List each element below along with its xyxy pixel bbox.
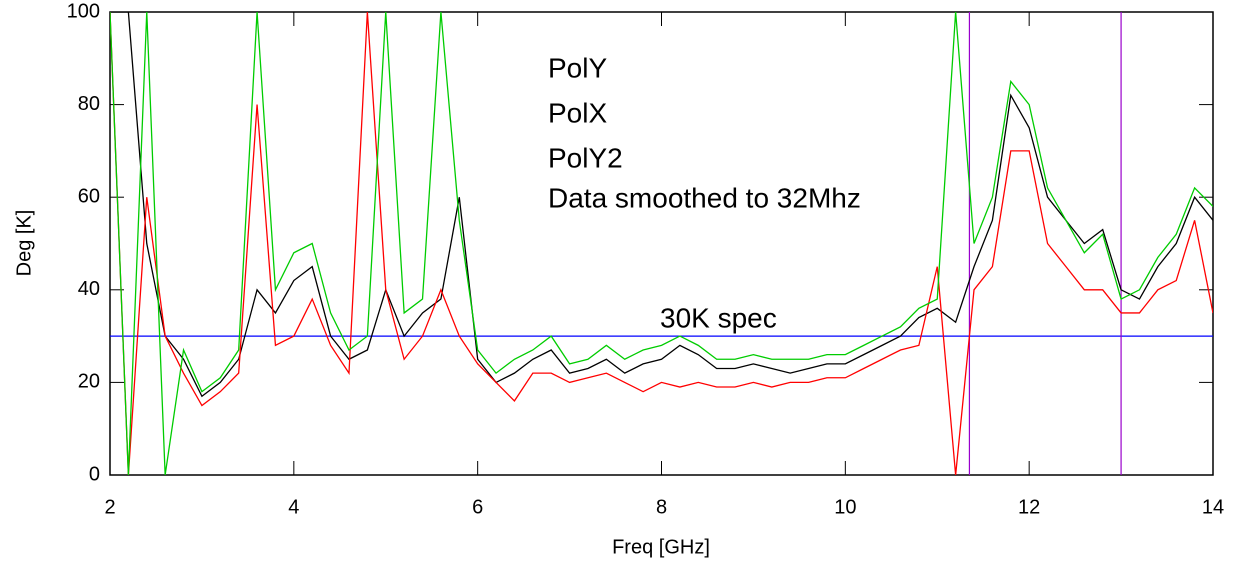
x-tick-label: 12 (1018, 496, 1040, 518)
series-line (110, 12, 1213, 475)
annotation: Data smoothed to 32Mhz (548, 182, 861, 213)
y-tick-label: 100 (67, 0, 100, 22)
series-line (110, 12, 1213, 475)
y-tick-label: 80 (78, 93, 100, 115)
y-tick-label: 0 (89, 463, 100, 485)
x-axis-label: Freq [GHz] (612, 536, 710, 558)
y-tick-label: 60 (78, 185, 100, 207)
y-tick-label: 20 (78, 371, 100, 393)
legend-label: PolY2 (548, 142, 623, 173)
legend-label: PolX (548, 97, 607, 128)
x-tick-label: 4 (288, 496, 299, 518)
x-tick-label: 14 (1202, 496, 1224, 518)
series-line (110, 12, 1213, 398)
y-axis-label: Deg [K] (13, 210, 35, 277)
x-tick-label: 8 (656, 496, 667, 518)
reference-label: 30K spec (660, 302, 777, 333)
legend-label: PolY (548, 52, 607, 83)
x-tick-label: 6 (472, 496, 483, 518)
plot-area (110, 12, 1213, 475)
y-tick-label: 40 (78, 278, 100, 300)
x-tick-label: 10 (834, 496, 856, 518)
x-tick-label: 2 (104, 496, 115, 518)
